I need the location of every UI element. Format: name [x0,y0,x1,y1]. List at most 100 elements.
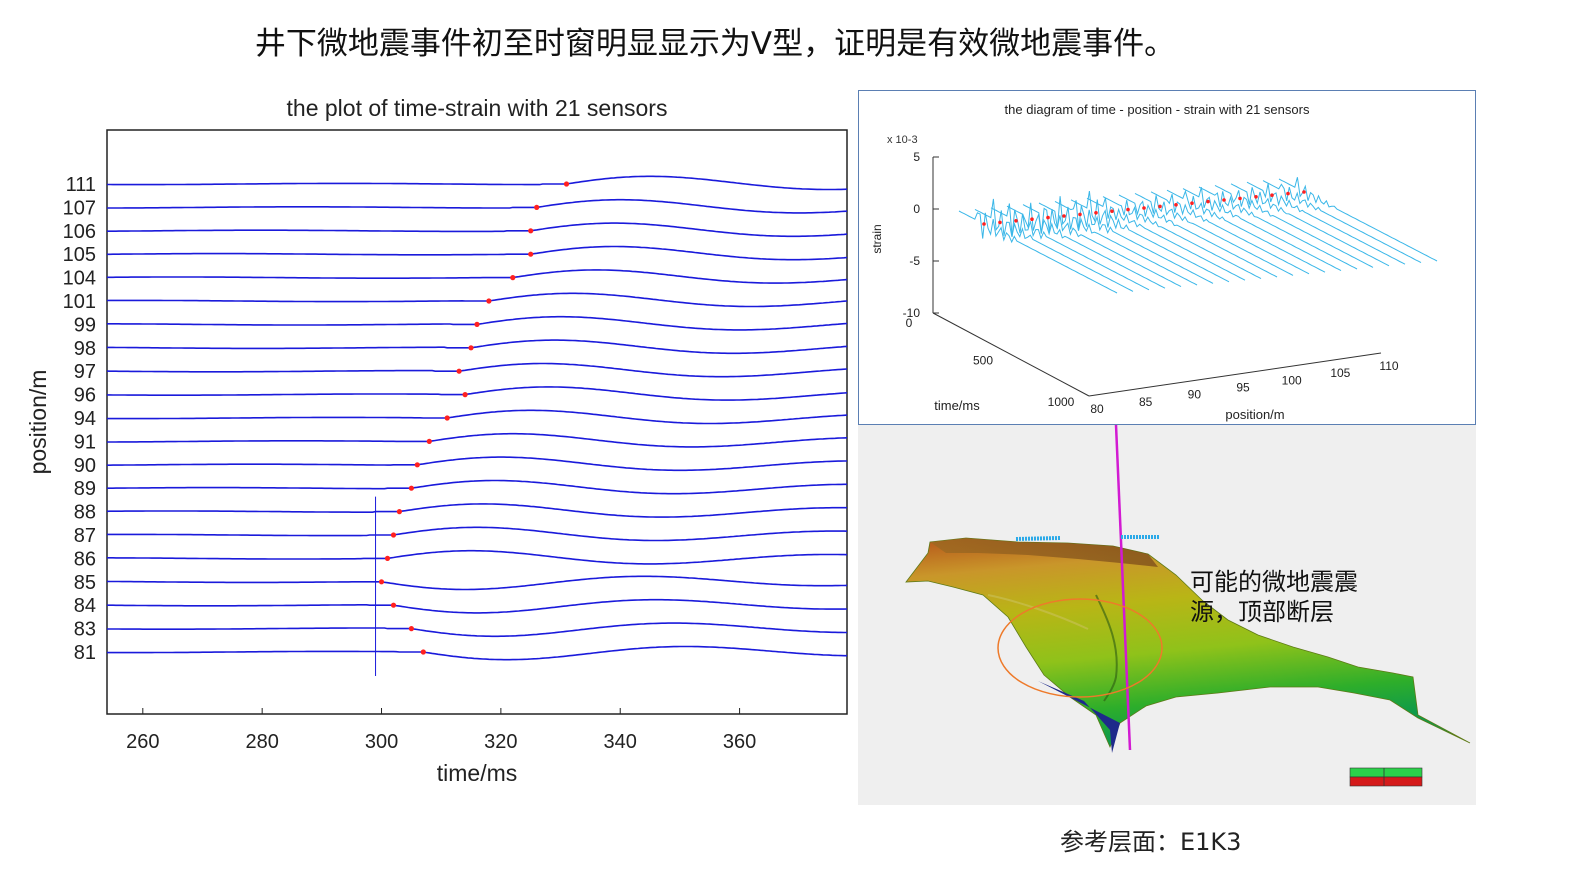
y-tick-label: 106 [63,221,96,243]
y-tick-label: 111 [66,174,96,196]
chart-3d-title: the diagram of time - position - strain … [1005,102,1310,117]
trace-line [107,339,848,355]
first-arrival-pick [563,181,570,187]
annotation-line-2: 源，顶部断层 [1190,598,1334,626]
y-tick-label: 88 [74,502,96,524]
trace-3d-line [1086,197,1246,281]
trace-3d-line [1166,189,1326,273]
x-tick-label: 260 [126,731,159,753]
trace-3d-group [958,177,1438,294]
time-strain-chart: the plot of time-strain with 21 sensors … [25,95,848,786]
trace-line [106,575,848,591]
trace-line [107,432,848,448]
trace-line [107,456,847,472]
trace-3d-line [1182,187,1342,272]
trace-3d-line [1230,183,1390,267]
z-axis-label: strain [870,224,884,253]
time-tick-label: 0 [906,316,913,330]
pick-3d-point [1270,193,1274,197]
trace-line [107,598,848,614]
position-tick-label: 110 [1379,359,1398,373]
chart-title: the plot of time-strain with 21 sensors [287,95,668,121]
y-tick-label: 86 [74,548,96,570]
x-tick-label: 300 [365,731,398,753]
first-arrival-pick [414,462,420,468]
trace-line [106,292,848,308]
first-arrival-pick [456,368,462,374]
trace-3d-line [1214,184,1374,268]
first-arrival-pick [426,438,432,444]
pick-3d-point [1046,215,1050,220]
pick-3d-point [1142,206,1146,210]
pick-3d-point [1222,198,1226,202]
trace-line [107,526,848,542]
sensor-array-left [1015,536,1061,541]
horizon-surface [905,537,1471,749]
position-tick-label: 100 [1282,373,1302,387]
time-tick-label: 500 [973,354,993,368]
x-tick-labels: 260 280 300 320 340 360 [126,708,756,753]
pick-3d-point [1190,201,1194,205]
first-arrival-pick [534,204,540,210]
trace-line [107,269,848,284]
trace-3d-line [1022,204,1182,288]
y-axis-label: position/m [25,370,51,475]
pick-3d-point [1062,214,1066,218]
y-tick-label: 96 [74,385,96,407]
y-tick-label: 99 [74,314,96,336]
y-tick-label: 105 [63,244,96,266]
first-arrival-pick [528,251,534,257]
first-arrival-pick [444,415,450,421]
surface-streak [987,594,1089,630]
z-tick-label: 0 [913,202,920,216]
first-arrival-pick [378,579,385,585]
position-axis-label: position/m [1225,407,1284,422]
pick-3d-point [1078,212,1082,217]
pick-3d-point [1238,196,1242,201]
horizon-surface-panel [858,424,1476,805]
first-arrival-pick [408,485,414,491]
trace-3d-line [1070,191,1230,283]
z-tick-labels: 5 0 -5 -10 [903,150,939,320]
trace-line [107,645,847,661]
z-exponent: x 10-3 [887,134,918,146]
trace-3d-line [1102,196,1262,280]
lower-wedge [1038,681,1120,753]
trace-3d-line [1006,202,1166,289]
time-position-strain-chart: the diagram of time - position - strain … [870,102,1438,422]
y-tick-label: 90 [74,455,96,477]
trace-3d-line [1054,200,1214,284]
pick-3d-point [1030,217,1034,221]
y-tick-label: 83 [74,619,96,641]
y-tick-label: 94 [74,408,96,430]
first-arrival-pick [468,345,474,351]
horizon-label: 参考层面：E1K3 [1060,828,1242,856]
x-axis-label: time/ms [437,760,518,786]
plot-frame [106,129,848,715]
position-tick-label: 105 [1330,366,1350,380]
trace-3d-line [1198,186,1358,270]
pick-3d-point [1158,204,1162,209]
trace-line [107,222,848,238]
position-axis-line [1088,352,1382,397]
pick-3d-point [1254,195,1258,199]
position-tick-label: 80 [1090,402,1104,416]
x-tick-label: 340 [604,731,637,753]
y-tick-label: 87 [74,525,96,547]
z-tick-label: 5 [913,150,920,164]
y-tick-label: 104 [63,268,96,290]
first-arrival-pick [474,321,480,327]
y-tick-label: 101 [63,291,96,313]
trace-3d-line [1150,191,1310,275]
trace-line [107,198,848,214]
legend-bar-red [1349,776,1423,787]
trace-line [106,503,847,518]
y-tick-label: 91 [74,431,96,453]
trace-3d-line [1278,177,1438,262]
position-tick-label: 95 [1236,381,1250,395]
slide-title: 井下微地震事件初至时窗明显显示为V型，证明是有效微地震事件。 [254,26,1176,62]
source-annotation: 可能的微地震震 源，顶部断层 [1190,567,1390,627]
first-arrival-pick [462,392,468,398]
trace-line [107,409,848,425]
trace-line [107,175,848,191]
